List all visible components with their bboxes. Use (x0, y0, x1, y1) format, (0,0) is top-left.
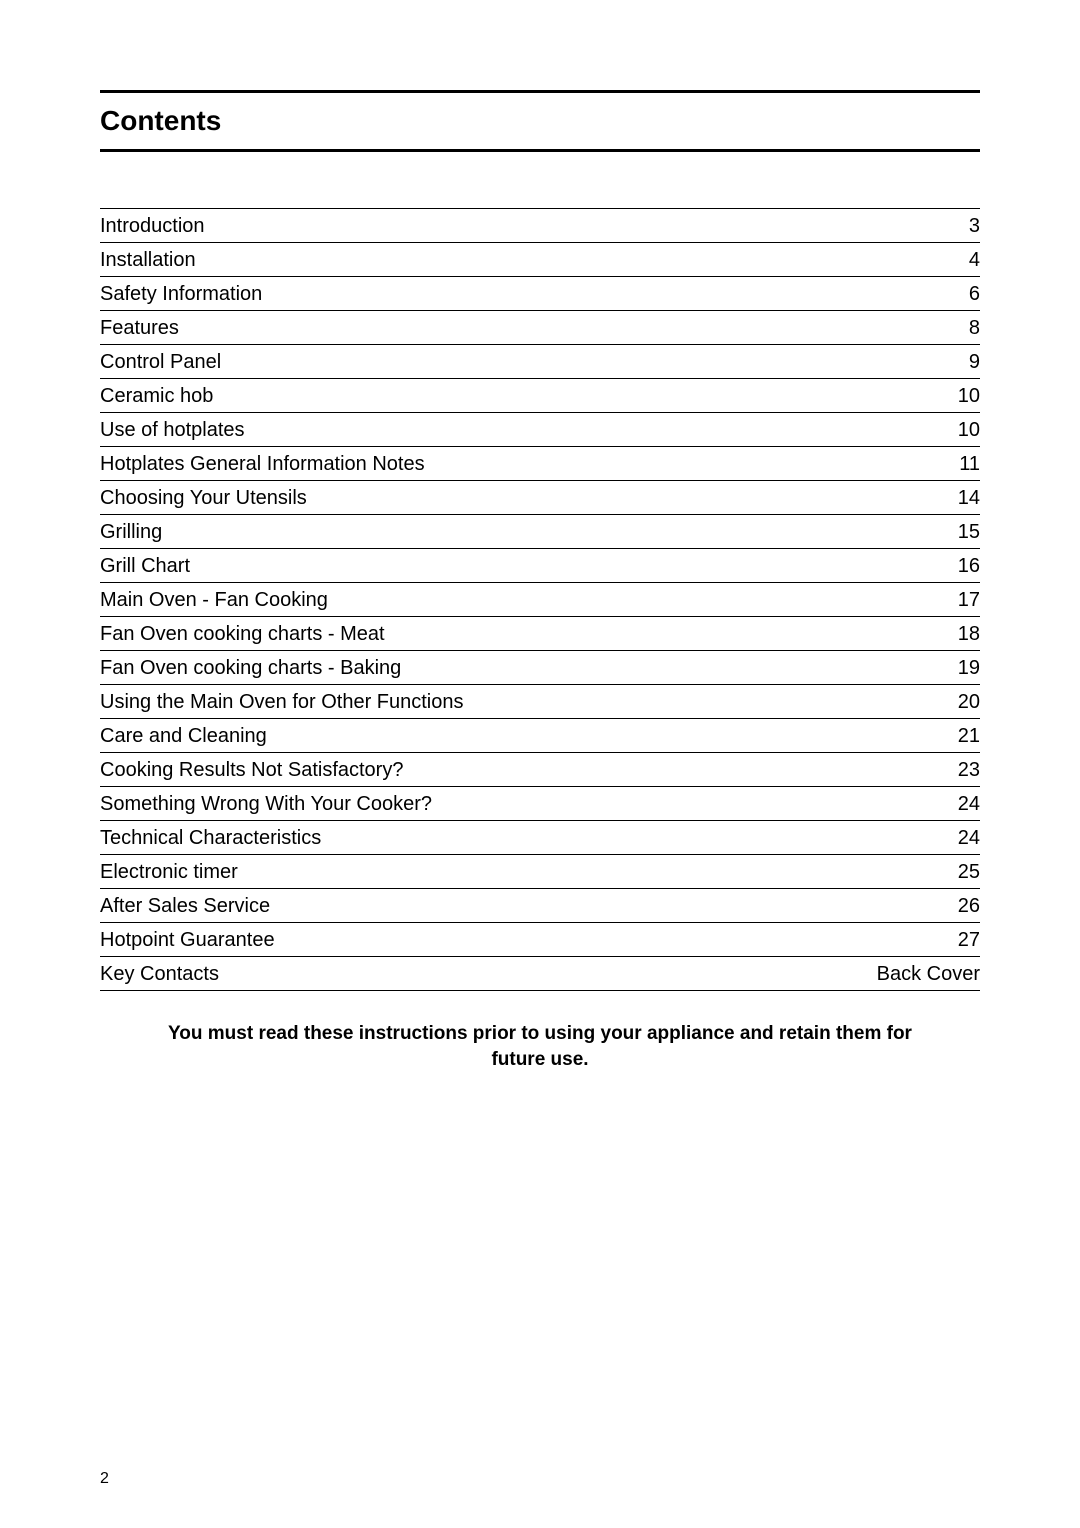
toc-entry-page: 14 (958, 487, 980, 510)
toc-entry-title: Key Contacts (100, 963, 219, 986)
toc-row: Ceramic hob 10 (100, 379, 980, 413)
toc-entry-title: Use of hotplates (100, 419, 245, 442)
toc-entry-title: Fan Oven cooking charts - Meat (100, 623, 385, 646)
toc-entry-title: Grilling (100, 521, 162, 544)
toc-entry-title: Control Panel (100, 351, 221, 374)
toc-row: Control Panel 9 (100, 345, 980, 379)
toc-row: Using the Main Oven for Other Functions 2… (100, 685, 980, 719)
toc-row: Hotplates General Information Notes 11 (100, 447, 980, 481)
toc-entry-page: 18 (958, 623, 980, 646)
toc-entry-page: 26 (958, 895, 980, 918)
toc-entry-page: 20 (958, 691, 980, 714)
toc-entry-page: 10 (958, 385, 980, 408)
toc-entry-page: 3 (969, 215, 980, 238)
toc-entry-page: 4 (969, 249, 980, 272)
notice-line-1: You must read these instructions prior t… (168, 1023, 912, 1044)
toc-row: Main Oven - Fan Cooking 17 (100, 583, 980, 617)
toc-row: Fan Oven cooking charts - Baking 19 (100, 651, 980, 685)
toc-row: Hotpoint Guarantee 27 (100, 923, 980, 957)
toc-entry-title: Electronic timer (100, 861, 238, 884)
notice-line-2: future use. (491, 1049, 588, 1070)
toc-entry-title: Technical Characteristics (100, 827, 321, 850)
toc-row: After Sales Service 26 (100, 889, 980, 923)
toc-row: Something Wrong With Your Cooker? 24 (100, 787, 980, 821)
toc-entry-page: 17 (958, 589, 980, 612)
toc-entry-page: 16 (958, 555, 980, 578)
toc-entry-page: 6 (969, 283, 980, 306)
toc-entry-title: Care and Cleaning (100, 725, 267, 748)
toc-row: Use of hotplates 10 (100, 413, 980, 447)
toc-row: Grill Chart 16 (100, 549, 980, 583)
toc-entry-page: 15 (958, 521, 980, 544)
toc-entry-title: Choosing Your Utensils (100, 487, 307, 510)
contents-header: Contents (100, 90, 980, 152)
toc-row: Electronic timer 25 (100, 855, 980, 889)
toc-entry-title: Fan Oven cooking charts - Baking (100, 657, 401, 680)
toc-row: Care and Cleaning 21 (100, 719, 980, 753)
toc-entry-page: 10 (958, 419, 980, 442)
toc-row: Features 8 (100, 311, 980, 345)
toc-entry-title: Something Wrong With Your Cooker? (100, 793, 432, 816)
toc-row: Introduction 3 (100, 209, 980, 243)
toc-entry-page: 19 (958, 657, 980, 680)
toc-row: Cooking Results Not Satisfactory? 23 (100, 753, 980, 787)
toc-entry-page: 24 (958, 793, 980, 816)
toc-row: Fan Oven cooking charts - Meat 18 (100, 617, 980, 651)
toc-row: Installation 4 (100, 243, 980, 277)
toc-entry-title: Installation (100, 249, 196, 272)
toc-entry-page: Back Cover (877, 963, 980, 986)
toc-entry-title: Ceramic hob (100, 385, 213, 408)
toc-row: Key Contacts Back Cover (100, 957, 980, 991)
toc-entry-title: Main Oven - Fan Cooking (100, 589, 328, 612)
reading-notice: You must read these instructions prior t… (100, 1021, 980, 1072)
toc-entry-page: 11 (959, 453, 980, 476)
toc-entry-title: After Sales Service (100, 895, 270, 918)
toc-row: Safety Information 6 (100, 277, 980, 311)
contents-title: Contents (100, 105, 980, 137)
page-number: 2 (100, 1470, 109, 1488)
toc-entry-title: Hotplates General Information Notes (100, 453, 425, 476)
toc-row: Grilling 15 (100, 515, 980, 549)
toc-entry-page: 27 (958, 929, 980, 952)
toc-entry-page: 9 (969, 351, 980, 374)
toc-entry-title: Introduction (100, 215, 205, 238)
toc-entry-title: Safety Information (100, 283, 262, 306)
toc-entry-page: 21 (958, 725, 980, 748)
toc-row: Technical Characteristics 24 (100, 821, 980, 855)
toc-entry-page: 8 (969, 317, 980, 340)
toc-entry-title: Features (100, 317, 179, 340)
table-of-contents: Introduction 3 Installation 4 Safety Informa… (100, 208, 980, 991)
toc-entry-title: Hotpoint Guarantee (100, 929, 275, 952)
toc-entry-page: 24 (958, 827, 980, 850)
toc-entry-title: Grill Chart (100, 555, 190, 578)
toc-entry-page: 25 (958, 861, 980, 884)
toc-entry-title: Using the Main Oven for Other Functions (100, 691, 464, 714)
document-page: Contents Introduction 3 Installation 4 Safet… (0, 0, 1080, 1528)
toc-entry-page: 23 (958, 759, 980, 782)
toc-entry-title: Cooking Results Not Satisfactory? (100, 759, 403, 782)
toc-row: Choosing Your Utensils 14 (100, 481, 980, 515)
